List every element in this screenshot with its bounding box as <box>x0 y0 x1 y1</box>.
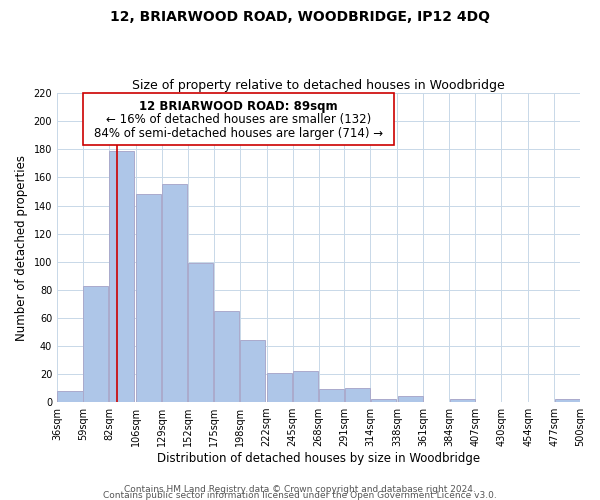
Text: ← 16% of detached houses are smaller (132): ← 16% of detached houses are smaller (13… <box>106 113 371 126</box>
X-axis label: Distribution of detached houses by size in Woodbridge: Distribution of detached houses by size … <box>157 452 480 465</box>
Bar <box>371 400 396 402</box>
Text: Contains public sector information licensed under the Open Government Licence v3: Contains public sector information licen… <box>103 490 497 500</box>
Text: 12, BRIARWOOD ROAD, WOODBRIDGE, IP12 4DQ: 12, BRIARWOOD ROAD, WOODBRIDGE, IP12 4DQ <box>110 10 490 24</box>
Bar <box>163 184 187 402</box>
Bar <box>319 390 344 402</box>
Bar <box>554 400 580 402</box>
Bar <box>136 194 161 402</box>
Bar <box>109 150 134 402</box>
Text: Contains HM Land Registry data © Crown copyright and database right 2024.: Contains HM Land Registry data © Crown c… <box>124 485 476 494</box>
Title: Size of property relative to detached houses in Woodbridge: Size of property relative to detached ho… <box>132 79 505 92</box>
Bar <box>345 388 370 402</box>
Bar <box>188 263 213 402</box>
Text: 84% of semi-detached houses are larger (714) →: 84% of semi-detached houses are larger (… <box>94 127 383 140</box>
Text: 12 BRIARWOOD ROAD: 89sqm: 12 BRIARWOOD ROAD: 89sqm <box>139 100 338 113</box>
Bar <box>83 93 394 145</box>
Bar <box>293 371 318 402</box>
Bar <box>398 396 423 402</box>
Bar <box>240 340 265 402</box>
Bar <box>450 400 475 402</box>
Y-axis label: Number of detached properties: Number of detached properties <box>15 154 28 340</box>
Bar <box>267 372 292 402</box>
Bar <box>58 391 83 402</box>
Bar <box>214 311 239 402</box>
Bar <box>83 286 109 402</box>
